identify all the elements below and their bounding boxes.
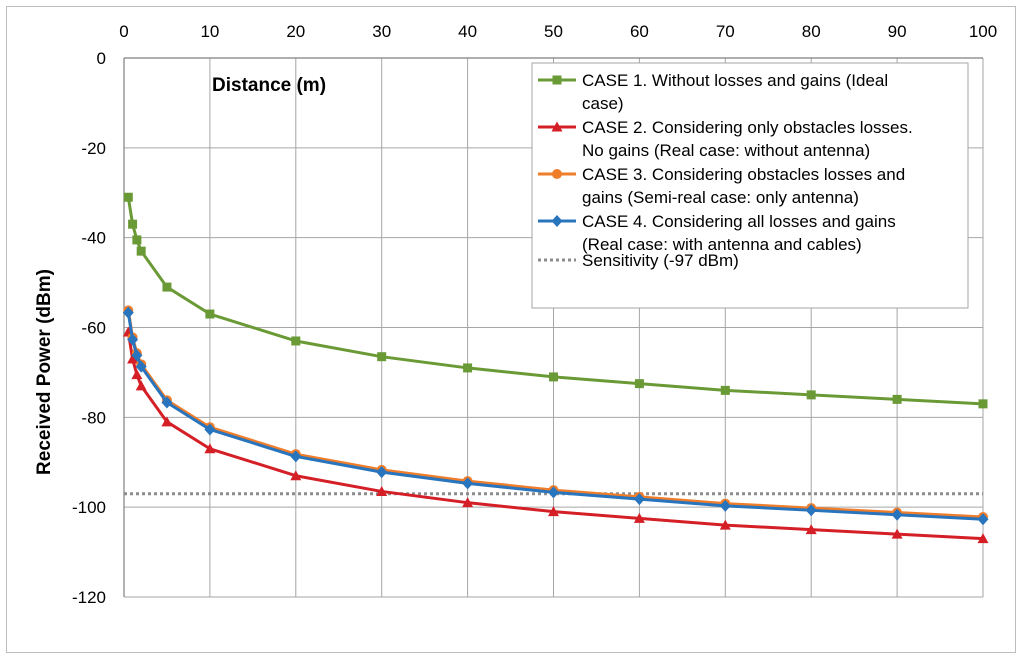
data-point (892, 394, 902, 404)
data-point (290, 450, 302, 463)
data-point (128, 219, 138, 229)
legend-swatch-marker (552, 169, 562, 179)
y-axis-ticks: 0 -20 -40 -60 -80 -100 -120 (72, 49, 106, 607)
data-point (548, 486, 559, 499)
y-tick-label: -40 (81, 229, 106, 248)
legend-label: CASE 3. Considering obstacles losses and (582, 165, 905, 184)
data-point (891, 528, 903, 539)
y-tick-label: -80 (81, 408, 106, 427)
x-tick-label: 50 (544, 22, 563, 41)
data-point (978, 399, 988, 409)
data-point (291, 336, 301, 346)
series-case-4 (122, 306, 989, 526)
y-tick-label: 0 (97, 49, 106, 68)
data-point (132, 235, 142, 245)
data-point (131, 349, 143, 362)
legend-label: CASE 4. Considering all losses and gains (582, 212, 896, 231)
y-tick-label: -20 (81, 139, 106, 158)
data-point (162, 282, 172, 292)
data-point (131, 369, 143, 380)
data-point (122, 306, 134, 319)
data-point (205, 309, 215, 319)
data-point (376, 485, 388, 496)
data-point (719, 519, 731, 530)
data-point (891, 508, 903, 521)
x-tick-label: 30 (372, 22, 391, 41)
legend-item-case-2: CASE 2. Considering only obstacles losse… (538, 118, 913, 160)
legend-label: case) (582, 94, 624, 113)
data-point (161, 416, 173, 427)
data-point (462, 497, 474, 508)
data-point (720, 385, 730, 395)
legend-label: Sensitivity (-97 dBm) (582, 251, 739, 270)
legend-item-case-1: CASE 1. Without losses and gains (Ideal c… (538, 71, 888, 113)
data-point (377, 352, 387, 362)
x-tick-label: 10 (200, 22, 219, 41)
data-point (161, 396, 173, 409)
series (122, 192, 989, 544)
legend-swatch-marker (552, 75, 562, 85)
x-tick-label: 20 (286, 22, 305, 41)
x-axis-ticks: 0 10 20 30 40 50 60 70 80 90 100 (119, 22, 997, 41)
x-tick-label: 100 (969, 22, 997, 41)
data-point (376, 466, 388, 479)
data-point (290, 470, 302, 481)
data-point (805, 504, 817, 517)
legend-label: CASE 2. Considering only obstacles losse… (582, 118, 913, 137)
data-point (463, 363, 473, 373)
legend-item-case-4: CASE 4. Considering all losses and gains… (538, 212, 896, 254)
y-tick-label: -100 (72, 498, 106, 517)
data-point (633, 512, 645, 523)
x-tick-label: 60 (630, 22, 649, 41)
legend-item-sensitivity: Sensitivity (-97 dBm) (538, 251, 739, 270)
data-point (634, 379, 644, 389)
data-point (806, 390, 816, 400)
data-point (462, 477, 474, 490)
legend: CASE 1. Without losses and gains (Ideal c… (531, 62, 969, 309)
data-point (719, 499, 731, 512)
legend-label: CASE 1. Without losses and gains (Ideal (582, 71, 888, 90)
series-case-1 (123, 192, 988, 409)
series-case-2 (122, 326, 989, 544)
data-point (136, 246, 146, 256)
chart-frame (6, 6, 1016, 653)
data-point (127, 333, 139, 346)
data-point (549, 372, 558, 382)
y-axis-title: Received Power (dBm) (34, 269, 55, 475)
x-tick-label: 80 (802, 22, 821, 41)
x-tick-label: 70 (716, 22, 735, 41)
data-point (127, 353, 139, 364)
data-point (204, 443, 216, 454)
legend-label: No gains (Real case: without antenna) (582, 141, 870, 160)
data-point (633, 493, 645, 506)
data-point (135, 360, 147, 373)
x-tick-label: 40 (458, 22, 477, 41)
legend-label: gains (Semi-real case: only antenna) (582, 188, 859, 207)
y-tick-label: -60 (81, 319, 106, 338)
y-tick-label: -120 (72, 588, 106, 607)
legend-swatch-marker (551, 121, 563, 132)
data-point (204, 423, 216, 436)
data-point (805, 524, 817, 535)
x-axis-title: Distance (m) (212, 75, 326, 96)
data-point (135, 380, 147, 391)
legend-swatch-marker (551, 215, 563, 227)
data-point (123, 192, 133, 202)
data-point (977, 533, 989, 544)
legend-label: (Real case: with antenna and cables) (582, 235, 862, 254)
x-tick-label: 0 (119, 22, 128, 41)
data-point (977, 513, 989, 526)
legend-item-case-3: CASE 3. Considering obstacles losses and… (538, 165, 905, 207)
legend-box (531, 62, 969, 309)
x-tick-label: 90 (888, 22, 907, 41)
data-point (548, 506, 559, 517)
